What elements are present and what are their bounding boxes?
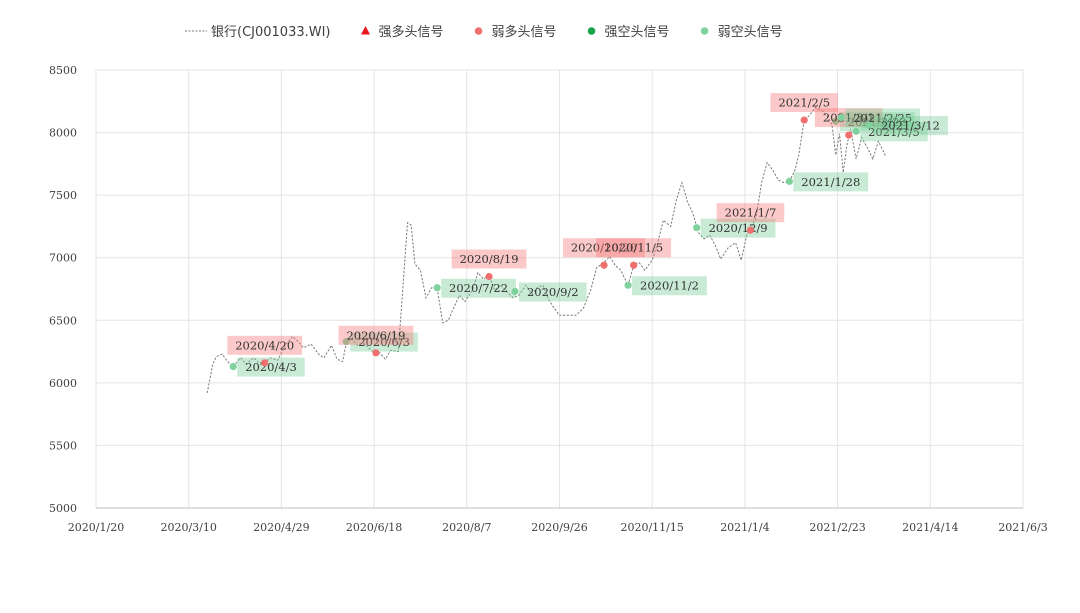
signal-label: 2020/8/19 [460,252,519,266]
signal-marker [600,261,608,269]
signal-marker [852,127,860,135]
signal-label: 2021/2/25 [853,111,912,125]
signal-marker [630,261,638,269]
legend: 银行(CJ001033.WI) 强多头信号 弱多头信号 强空头信号 弱空头信号 [185,24,783,40]
axis-layer: 5000 5500 6000 6500 7000 7500 8000 8500 2020/1/2… [49,64,1048,534]
legend-item-weak-long: 弱多头信号 [474,24,557,40]
signal-label: 2020/4/20 [235,338,294,352]
signal-label-box [839,112,915,132]
x-tick-label: 2020/8/7 [442,521,491,534]
signal-marker [746,226,755,234]
x-tick-label: 2021/1/4 [720,521,769,534]
legend-label: 弱空头信号 [718,25,783,40]
y-tick-label: 8000 [49,127,77,140]
x-tick-label: 2020/11/15 [620,521,683,534]
legend-swatch [700,27,709,35]
signal-marker [229,362,237,371]
grid-layer [95,69,1024,509]
signal-marker [261,359,269,367]
signal-marker [485,272,493,281]
signal-label: 2021/1/7 [725,206,777,220]
legend-label: 强多头信号 [379,24,444,40]
signal-marker [433,284,441,292]
signal-label-box [562,238,645,258]
signal-label-box [350,332,418,352]
y-tick-label: 7500 [49,189,77,202]
signal-label-box [770,93,839,113]
legend-swatch [474,27,483,35]
signal-label-box [793,172,869,192]
signal-label: 2020/7/22 [449,281,508,295]
signal-label: 2020/4/3 [245,360,297,374]
signal-marker [832,117,840,125]
signal-label-box [632,276,707,296]
signal-label-box [873,116,948,136]
signal-label: 2021/1/28 [801,175,860,189]
x-tick-label: 2020/9/26 [531,521,587,534]
signal-label: 2021/3/12 [881,119,940,133]
series-layer [206,106,887,393]
signal-label-box [814,108,883,128]
y-tick-label: 6500 [49,314,77,327]
y-tick-label: 5500 [49,439,77,452]
legend-item-strong-short: 强空头信号 [587,25,670,40]
x-tick-label: 2020/3/10 [160,521,216,534]
series-line-bank-index [206,106,887,393]
signal-label: 2021/2/22 [848,115,907,129]
legend-label: 银行(CJ001033.WI) [211,25,331,40]
signal-marker [342,337,350,346]
signal-label-box [451,249,527,269]
signal-label-box [227,335,303,355]
signal-label-box [338,325,414,345]
signal-marker [785,177,793,185]
legend-label: 强空头信号 [605,25,670,40]
y-tick-label: 5000 [49,502,77,515]
legend-label: 弱多头信号 [492,24,557,40]
signal-label: 2021/3/1 [823,111,875,125]
signal-label: 2020/6/19 [346,328,405,342]
signal-label: 2020/11/5 [604,241,663,255]
legend-swatch [361,26,371,35]
signal-label-box [596,238,672,258]
x-tick-label: 2020/1/20 [68,521,124,534]
legend-item-weak-short: 弱空头信号 [700,25,783,40]
signal-label-box [237,357,305,377]
signal-label: 2020/10/20 [571,241,637,255]
signal-label: 2020/11/2 [640,279,699,293]
x-tick-label: 2021/2/23 [809,521,865,534]
signal-marker [837,113,845,122]
signal-marker [372,349,380,357]
x-tick-label: 2020/6/18 [346,521,402,534]
signal-marker [800,116,808,124]
signal-label: 2020/12/9 [709,221,768,235]
legend-swatch [587,27,596,35]
signal-label-box [441,278,516,298]
y-tick-label: 8500 [49,64,77,77]
x-tick-label: 2021/6/3 [998,521,1047,534]
legend-item-strong-long: 强多头信号 [361,24,444,40]
x-tick-label: 2021/4/14 [902,521,958,534]
y-tick-label: 7000 [49,252,77,265]
signal-marker [624,281,632,289]
signal-marker [511,287,519,296]
signal-label: 2020/9/2 [527,285,579,299]
x-tick-label: 2020/4/29 [253,521,309,534]
signal-label-box [845,108,921,128]
signal-label-box [519,282,587,302]
signal-label-box [716,203,785,223]
signal-label: 2020/6/3 [358,335,410,349]
legend-item-index: 银行(CJ001033.WI) [185,25,331,40]
signal-label: 2021/2/5 [778,96,830,110]
signal-marker [845,131,853,139]
signal-label: 2021/3/5 [868,125,920,139]
y-tick-label: 6000 [49,377,77,390]
signal-marker [865,121,873,129]
signal-label-box [860,122,928,142]
signal-marker [693,224,701,232]
signal-label-box [700,218,776,238]
